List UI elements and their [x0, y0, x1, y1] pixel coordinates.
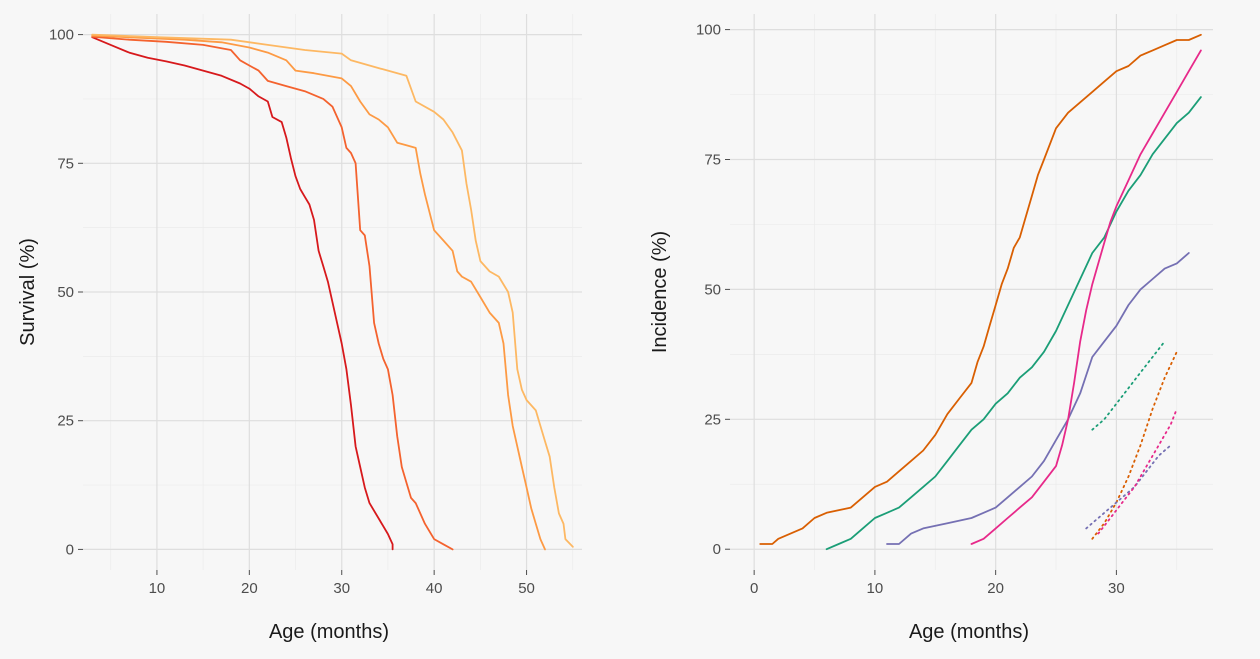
survival-x-tick-label: 30: [333, 580, 350, 597]
survival-series: [91, 33, 574, 551]
incidence-series: [759, 33, 1202, 551]
survival-y-axis-title: Survival (%): [17, 238, 39, 346]
survival-series-line-1: [91, 36, 394, 551]
incidence-y-axis-title: Incidence (%): [649, 231, 671, 353]
incidence-ticks: 0 10 20 30 0 25 50 75 100: [696, 22, 1125, 597]
incidence-y-tick-label: 75: [704, 151, 721, 168]
incidence-y-tick-label: 0: [713, 541, 721, 558]
incidence-series-line-6: [1091, 350, 1178, 540]
survival-x-axis-title: Age (months): [269, 621, 389, 643]
incidence-series-line-8: [1097, 407, 1178, 535]
survival-y-tick-label: 0: [66, 541, 74, 558]
survival-panel: 10 20 30 40 50 0 25 50 75 100 Age (months) Surviv…: [17, 14, 582, 643]
survival-x-tick-label: 10: [149, 580, 166, 597]
incidence-x-tick-label: 10: [867, 580, 884, 597]
incidence-panel: 0 10 20 30 0 25 50 75 100 Age (months) Incidence…: [649, 14, 1213, 643]
incidence-x-axis-title: Age (months): [909, 621, 1029, 643]
survival-ticks: 10 20 30 40 50 0 25 50 75 100: [49, 27, 535, 597]
incidence-x-tick-label: 30: [1108, 580, 1125, 597]
survival-y-tick-label: 25: [57, 413, 74, 430]
incidence-series-line-4: [970, 49, 1202, 545]
incidence-series-line-3: [886, 252, 1190, 545]
survival-x-tick-label: 40: [426, 580, 443, 597]
incidence-series-line-1: [759, 33, 1202, 545]
incidence-x-tick-label: 0: [750, 580, 758, 597]
survival-x-tick-label: 20: [241, 580, 258, 597]
survival-x-tick-label: 50: [518, 580, 535, 597]
survival-series-line-4: [91, 33, 574, 548]
survival-series-line-3: [91, 34, 546, 551]
survival-y-tick-label: 100: [49, 27, 74, 44]
incidence-y-tick-label: 100: [696, 22, 721, 39]
incidence-grid: [730, 14, 1213, 570]
incidence-series-line-2: [825, 96, 1202, 551]
survival-series-line-2: [91, 35, 454, 551]
incidence-y-tick-label: 50: [704, 281, 721, 298]
survival-y-tick-label: 50: [57, 284, 74, 301]
incidence-series-line-7: [1085, 444, 1172, 530]
incidence-x-tick-label: 20: [987, 580, 1004, 597]
incidence-y-tick-label: 25: [704, 411, 721, 428]
incidence-series-line-5: [1091, 340, 1166, 431]
survival-grid: [83, 14, 582, 570]
survival-y-tick-label: 75: [57, 155, 74, 172]
